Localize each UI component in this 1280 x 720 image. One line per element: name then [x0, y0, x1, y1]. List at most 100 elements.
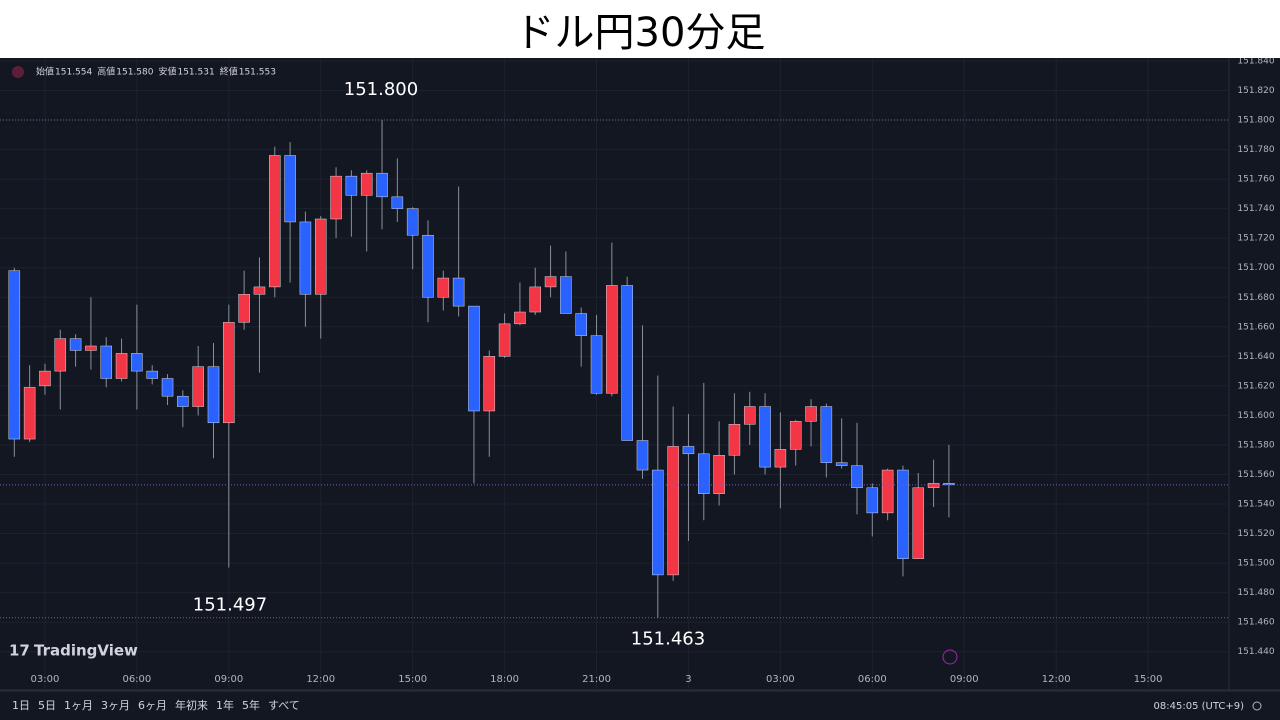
candle-body	[253, 286, 266, 295]
brand-mark: 17	[9, 642, 30, 660]
y-tick-label: 151.560	[1237, 470, 1274, 480]
range-button[interactable]: 年初来	[175, 698, 208, 712]
range-button[interactable]: すべて	[268, 699, 300, 712]
candle-body	[345, 175, 358, 196]
candle-body	[161, 378, 174, 397]
candle-body	[652, 469, 664, 576]
brand-logo: TradingView	[34, 642, 138, 660]
x-tick-label: 06:00	[858, 674, 887, 685]
candle-body	[360, 172, 373, 196]
candle-body	[376, 172, 388, 198]
y-tick-label: 151.460	[1237, 618, 1274, 628]
x-tick-label: 21:00	[582, 674, 611, 685]
annotation-label: 151.800	[344, 79, 418, 100]
legend-value: 151.553	[239, 68, 276, 78]
annotation-label: 151.497	[193, 595, 267, 616]
x-tick-label: 12:00	[1042, 674, 1071, 685]
candle-body	[269, 155, 281, 288]
candle-body	[39, 370, 51, 387]
legend-label: 始値	[36, 66, 54, 78]
x-tick-label: 06:00	[122, 674, 151, 685]
candle-body	[23, 387, 36, 440]
candle-body	[835, 462, 848, 466]
candle-body	[131, 353, 143, 372]
candle-body	[544, 276, 557, 288]
y-tick-label: 151.660	[1237, 322, 1274, 332]
candle-body	[805, 406, 817, 422]
range-button[interactable]: 1日	[12, 699, 30, 712]
y-tick-label: 151.620	[1237, 381, 1274, 391]
candle-body	[192, 366, 204, 407]
y-tick-label: 151.600	[1237, 411, 1274, 421]
candle-body	[789, 421, 802, 450]
y-tick-label: 151.800	[1237, 116, 1274, 126]
candle-body	[100, 345, 113, 379]
range-button[interactable]: 1ヶ月	[64, 699, 93, 712]
title: ドル円30分足	[514, 10, 766, 56]
candle-body	[743, 406, 756, 425]
legend-label: 終値	[220, 66, 238, 78]
alert-icon[interactable]	[942, 649, 958, 665]
y-tick-label: 151.540	[1237, 500, 1274, 510]
range-button[interactable]: 3ヶ月	[101, 699, 130, 712]
candle-body	[284, 155, 296, 223]
x-tick-label: 15:00	[1134, 674, 1163, 685]
x-tick-label: 03:00	[766, 674, 795, 685]
candle-body	[115, 353, 128, 379]
candle-body	[468, 305, 480, 412]
candle-body	[728, 424, 741, 456]
x-tick-label: 15:00	[398, 674, 427, 685]
candle-body	[759, 406, 771, 468]
y-tick-label: 151.720	[1237, 234, 1274, 244]
candle-body	[912, 487, 925, 559]
candle-body	[851, 465, 863, 489]
range-button[interactable]: 5年	[242, 698, 260, 712]
legend-value: 151.531	[177, 68, 214, 78]
y-tick-label: 151.520	[1237, 529, 1274, 539]
x-tick-label: 09:00	[214, 674, 243, 685]
candle-body	[575, 313, 587, 336]
range-button[interactable]: 5日	[38, 699, 56, 712]
range-button[interactable]: 6ヶ月	[138, 699, 167, 712]
range-button[interactable]: 1年	[216, 698, 234, 712]
candle-body	[698, 453, 710, 494]
candle-body	[927, 483, 940, 489]
candle-body	[498, 323, 511, 357]
chart: 151.440 151.460 151.480 151.500 151.520 151.5…	[0, 58, 1280, 720]
candle-body	[146, 370, 158, 379]
x-tick-label: 3	[685, 674, 691, 685]
candle-body	[452, 277, 465, 307]
y-tick-label: 151.700	[1237, 263, 1274, 273]
candle-body	[238, 294, 250, 323]
y-tick-label: 151.760	[1237, 175, 1274, 185]
settings-icon[interactable]	[1252, 701, 1262, 711]
y-tick-label: 151.580	[1237, 440, 1274, 450]
candle-body	[529, 286, 542, 313]
y-tick-label: 151.440	[1237, 647, 1274, 657]
candle-body	[514, 311, 526, 325]
candle-body	[85, 345, 97, 351]
candle-body	[330, 175, 342, 220]
candle-body	[621, 285, 633, 441]
y-tick-label: 151.500	[1237, 559, 1274, 569]
y-tick-label: 151.480	[1237, 588, 1274, 598]
y-tick-label: 151.640	[1237, 352, 1274, 362]
candle-body	[483, 356, 496, 412]
candle-body	[54, 338, 67, 372]
x-tick-label: 09:00	[950, 674, 979, 685]
legend-value: 151.580	[116, 68, 153, 78]
toolbar: 1日 5日 1ヶ月 3ヶ月 6ヶ月 年初来 1年 5年 すべて 08:45:05 (UTC+9)	[12, 698, 1262, 712]
candle-body	[682, 446, 695, 455]
y-tick-label: 151.820	[1237, 86, 1274, 96]
x-tick-label: 12:00	[306, 674, 335, 685]
legend-value: 151.554	[55, 68, 92, 78]
candle-body	[8, 270, 21, 440]
candle-body	[866, 487, 879, 514]
candle-body	[437, 277, 450, 298]
y-tick-label: 151.680	[1237, 293, 1274, 303]
symbol-icon	[12, 66, 24, 78]
legend-label: 安値	[158, 66, 176, 78]
candle-body	[881, 469, 894, 514]
candle-body	[422, 234, 434, 298]
